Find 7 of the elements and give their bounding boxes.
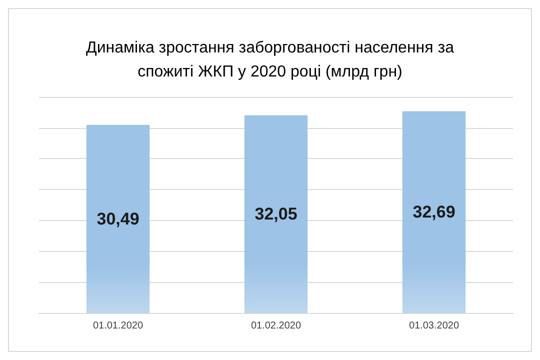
chart-title: Динаміка зростання заборгованості населення за спожиті ЖКП у 2020 році (млрд грн) [86,40,454,80]
x-tick-label: 01.01.2020 [92,320,144,332]
data-label: 30,49 [96,209,140,228]
data-label: 32,05 [254,204,298,224]
x-tick-label: 01.02.2020 [250,320,302,332]
x-tick-label: 01.03.2020 [408,320,460,332]
data-label: 32,69 [412,202,456,222]
